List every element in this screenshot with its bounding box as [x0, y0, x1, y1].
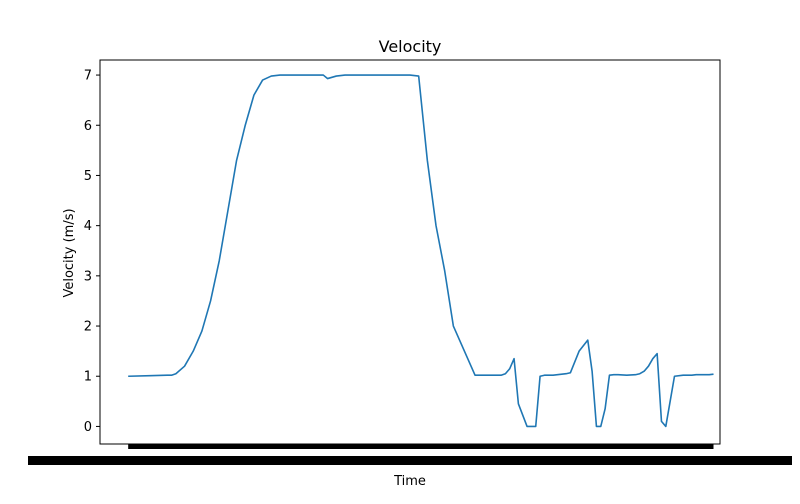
y-tick-label-4: 4 [84, 219, 92, 234]
x-axis-label: Time [393, 474, 426, 489]
plot-area: 0 1 2 3 4 5 6 7 [28, 59, 792, 465]
y-axis-label: Velocity (m/s) [62, 208, 77, 297]
y-tick-label-7: 7 [84, 69, 92, 84]
x-tick-labels-band [28, 456, 792, 465]
y-tick-label-0: 0 [84, 420, 92, 435]
x-tick-band [128, 444, 714, 449]
series-line-0 [128, 74, 714, 428]
chart-title: Velocity [379, 37, 442, 56]
y-tick-label-2: 2 [84, 320, 92, 335]
y-tick-label-6: 6 [84, 119, 92, 134]
y-tick-label-1: 1 [84, 370, 92, 385]
y-tick-label-5: 5 [84, 169, 92, 184]
y-tick-label-3: 3 [84, 269, 92, 284]
